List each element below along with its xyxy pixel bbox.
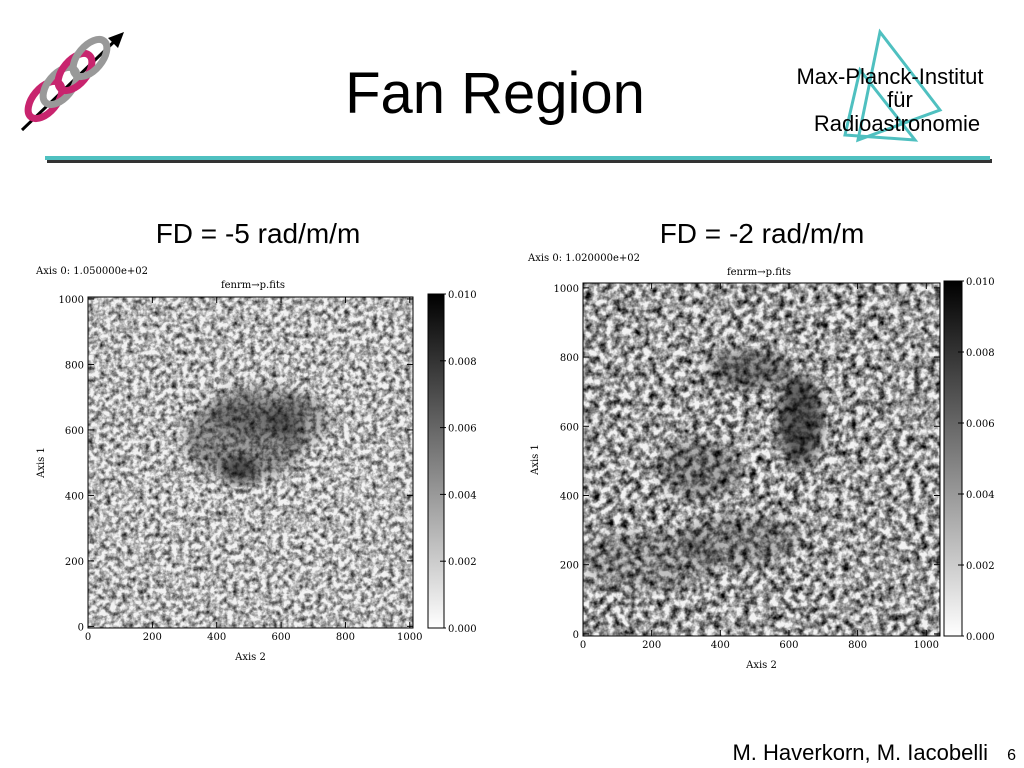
colorbar-tick-label: 0.002 [966, 561, 995, 572]
y-axis-label: Axis 1 [530, 444, 541, 476]
plot-axis0: Axis 0: 1.050000e+02 [35, 266, 148, 277]
map-feature [710, 350, 790, 390]
x-tick-label: 600 [779, 640, 798, 651]
map-feature [660, 440, 740, 500]
x-tick-label: 800 [336, 632, 355, 643]
x-tick-label: 800 [848, 640, 867, 651]
colorbar-tick-label: 0.008 [448, 357, 477, 368]
x-tick-label: 600 [272, 632, 291, 643]
x-tick-label: 200 [642, 640, 661, 651]
y-tick-label: 600 [560, 422, 579, 433]
panels: FD = -5 rad/m/m Axis 0: 1.050000e+02 fenrm… [35, 218, 995, 671]
colorbar-tick-label: 0.008 [966, 348, 995, 359]
x-tick-label: 200 [143, 632, 162, 643]
colorbar-tick-label: 0.006 [448, 424, 477, 435]
colorbar-tick-label: 0.002 [448, 557, 477, 568]
x-tick-label: 400 [207, 632, 226, 643]
map-feature [270, 395, 330, 445]
x-axis-label: Axis 2 [234, 652, 266, 663]
y-tick-label: 0 [573, 630, 579, 641]
colorbar-tick-label: 0.010 [966, 277, 995, 288]
rule [45, 156, 990, 160]
panel-caption: FD = -2 rad/m/m [660, 218, 865, 249]
plot-frame [87, 296, 414, 629]
page-number: 6 [1007, 747, 1016, 764]
y-tick-label: 400 [560, 491, 579, 502]
y-tick-label: 600 [65, 426, 84, 437]
map-feature [778, 375, 822, 465]
plot-title: fenrm→p.fits [221, 280, 285, 291]
institute-line: Radioastronomie [814, 111, 980, 136]
y-tick-label: 800 [65, 360, 84, 371]
plot-frame [582, 282, 941, 637]
x-tick-label: 0 [580, 640, 586, 651]
x-axis-label: Axis 2 [745, 660, 777, 671]
colorbar-tick-label: 0.000 [448, 624, 477, 635]
y-tick-label: 800 [560, 353, 579, 364]
plot-axis0: Axis 0: 1.020000e+02 [527, 253, 640, 264]
institute-line: für [887, 87, 913, 112]
colorbar-tick-label: 0.010 [448, 290, 477, 301]
colorbar [943, 280, 963, 637]
colorbar-tick-label: 0.000 [966, 632, 995, 643]
colorbar-tick-label: 0.004 [966, 490, 995, 501]
map-feature [583, 530, 720, 590]
y-tick-label: 200 [65, 557, 84, 568]
x-tick-label: 0 [85, 632, 91, 643]
map-image [88, 297, 413, 628]
map-feature [222, 456, 258, 484]
colorbar-tick-label: 0.006 [966, 419, 995, 430]
slide-title: Fan Region [345, 61, 645, 126]
plot-title: fenrm→p.fits [727, 267, 791, 278]
x-tick-label: 400 [711, 640, 730, 651]
logo-mpi [843, 28, 943, 143]
panel-caption: FD = -5 rad/m/m [156, 218, 361, 249]
institute-line: Max-Planck-Institut [796, 64, 983, 89]
colorbar-tick-label: 0.004 [448, 490, 477, 501]
y-tick-label: 400 [65, 491, 84, 502]
x-tick-label: 1000 [397, 632, 422, 643]
y-tick-label: 200 [560, 561, 579, 572]
colorbar [427, 293, 445, 629]
y-axis-label: Axis 1 [36, 447, 47, 479]
logo-helix [20, 32, 124, 132]
rule-shadow [47, 159, 992, 163]
map-image [583, 283, 940, 636]
x-tick-label: 1000 [914, 640, 939, 651]
y-tick-label: 1000 [59, 295, 84, 306]
y-tick-label: 0 [78, 622, 84, 633]
footer-authors: M. Haverkorn, M. Iacobelli [732, 740, 988, 765]
y-tick-label: 1000 [554, 284, 579, 295]
